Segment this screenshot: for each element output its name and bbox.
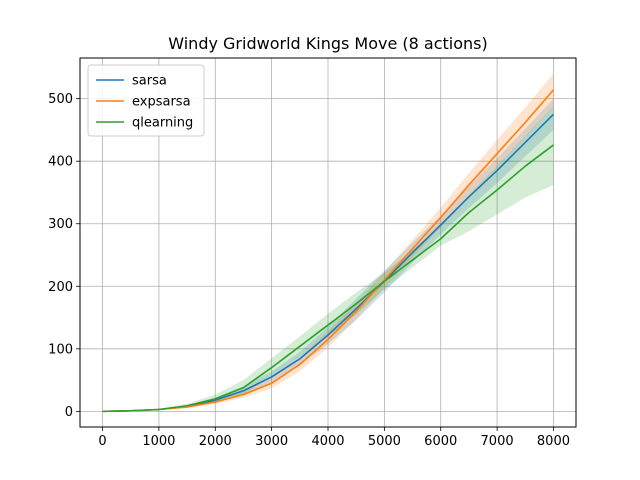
y-axis-ticks: 0 100 200 300 400 500: [48, 92, 80, 420]
y-tick-label: 400: [48, 155, 73, 170]
x-tick-label: 7000: [481, 434, 514, 449]
legend-label-sarsa: sarsa: [132, 74, 167, 89]
y-tick-label: 100: [48, 342, 73, 357]
y-tick-label: 0: [65, 405, 73, 420]
y-tick-label: 200: [48, 280, 73, 295]
confidence-bands: [102, 73, 554, 412]
x-tick-label: 5000: [368, 434, 401, 449]
x-tick-label: 0: [98, 434, 106, 449]
series-lines: [102, 89, 555, 413]
legend-label-qlearning: qlearning: [132, 116, 193, 131]
band-expsarsa: [102, 73, 554, 412]
x-tick-label: 8000: [537, 434, 570, 449]
x-tick-label: 2000: [199, 434, 232, 449]
x-tick-label: 1000: [142, 434, 175, 449]
x-tick-label: 3000: [255, 434, 288, 449]
legend-label-expsarsa: expsarsa: [132, 95, 191, 110]
legend: sarsa expsarsa qlearning: [87, 64, 205, 137]
x-axis-ticks: 0 1000 2000 3000 4000 5000 6000 7000 8000: [98, 427, 570, 449]
grid: [80, 58, 576, 427]
x-tick-label: 6000: [424, 434, 457, 449]
y-tick-label: 500: [48, 92, 73, 107]
line-expsarsa: [102, 89, 555, 413]
x-tick-label: 4000: [311, 434, 344, 449]
y-tick-label: 300: [48, 217, 73, 232]
line-qlearning: [102, 144, 554, 413]
legend-box: [87, 64, 205, 137]
chart-title: Windy Gridworld Kings Move (8 actions): [168, 34, 487, 53]
